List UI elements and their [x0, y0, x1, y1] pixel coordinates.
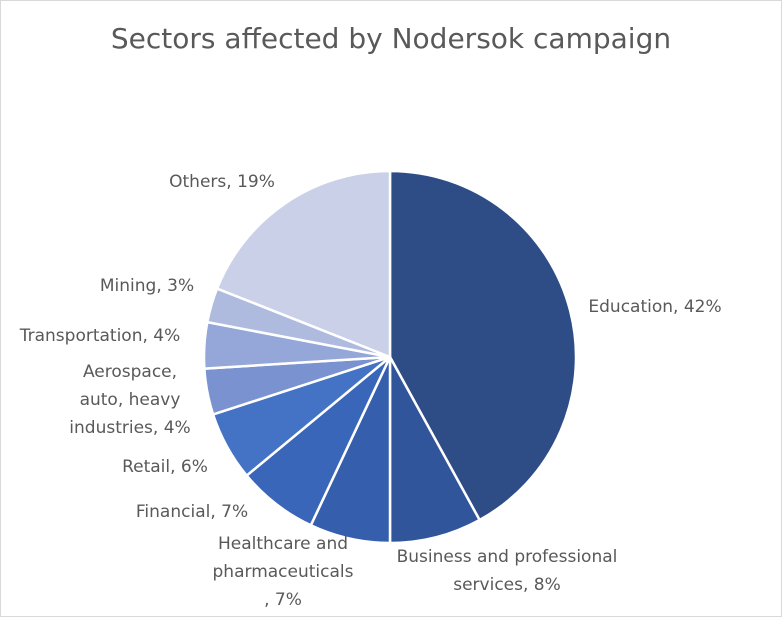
data-label: Others, 19% — [169, 172, 275, 192]
data-label: Aerospace, auto, heavy industries, 4% — [69, 362, 191, 438]
data-label: Mining, 3% — [99, 276, 195, 296]
chart-title: Sectors affected by Nodersok campaign — [110, 22, 672, 55]
data-label: Transportation, 4% — [19, 326, 181, 346]
pie-slice — [215, 169, 392, 359]
data-label: Healthcare and pharmaceuticals , 7% — [212, 534, 354, 610]
pie-slice — [388, 169, 578, 522]
pie-slice — [388, 356, 482, 545]
data-label: Retail, 6% — [122, 457, 208, 477]
data-label: Education, 42% — [588, 297, 722, 317]
data-label: Financial, 7% — [135, 502, 249, 522]
data-label: Business and professional services, 8% — [396, 547, 618, 595]
